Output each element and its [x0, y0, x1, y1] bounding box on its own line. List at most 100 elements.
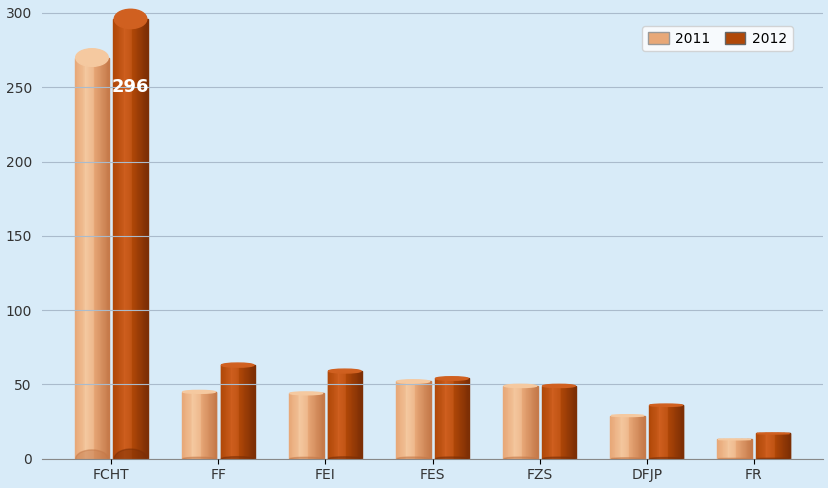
Bar — [763, 433, 764, 459]
Bar — [79, 58, 80, 459]
Bar — [729, 439, 730, 459]
Bar — [460, 379, 462, 459]
Bar — [640, 416, 642, 459]
Bar — [526, 386, 527, 459]
Bar — [105, 58, 107, 459]
Ellipse shape — [542, 457, 575, 460]
Bar — [443, 379, 444, 459]
Bar — [783, 433, 784, 459]
Bar — [225, 365, 226, 459]
Bar — [207, 392, 209, 459]
Bar — [210, 392, 211, 459]
Bar — [83, 58, 84, 459]
Bar — [568, 386, 569, 459]
Bar — [187, 392, 188, 459]
Bar — [299, 393, 300, 459]
Bar — [654, 405, 655, 459]
Bar — [614, 416, 615, 459]
Bar — [505, 386, 506, 459]
Bar — [547, 386, 548, 459]
Ellipse shape — [114, 449, 147, 468]
Bar — [462, 379, 464, 459]
Bar — [309, 393, 310, 459]
Bar — [544, 386, 545, 459]
Bar — [129, 19, 131, 459]
Bar — [420, 382, 421, 459]
Bar — [650, 405, 651, 459]
Bar — [298, 393, 299, 459]
Bar — [307, 393, 309, 459]
Bar — [748, 439, 749, 459]
Bar — [545, 386, 546, 459]
Bar — [741, 439, 743, 459]
Bar — [615, 416, 617, 459]
Bar — [341, 371, 342, 459]
Ellipse shape — [114, 9, 147, 29]
Bar — [116, 19, 117, 459]
Bar — [99, 58, 100, 459]
Bar — [359, 371, 360, 459]
Bar — [253, 365, 255, 459]
Bar — [739, 439, 741, 459]
Bar — [503, 386, 504, 459]
Bar — [780, 433, 781, 459]
Bar — [456, 379, 458, 459]
Bar — [409, 382, 411, 459]
Bar — [755, 433, 756, 459]
Bar — [566, 386, 567, 459]
Bar — [342, 371, 343, 459]
Bar — [660, 405, 661, 459]
Bar — [511, 386, 513, 459]
Bar — [635, 416, 637, 459]
Bar — [677, 405, 678, 459]
Bar — [435, 379, 436, 459]
Bar — [306, 393, 308, 459]
Bar — [572, 386, 573, 459]
Bar — [229, 365, 230, 459]
Bar — [189, 392, 190, 459]
Bar — [313, 393, 314, 459]
Bar — [113, 19, 114, 459]
Bar — [463, 379, 465, 459]
Bar — [720, 439, 721, 459]
Ellipse shape — [610, 415, 643, 417]
Bar — [125, 19, 127, 459]
Bar — [413, 382, 414, 459]
Bar — [305, 393, 306, 459]
Bar — [251, 365, 252, 459]
Bar — [452, 379, 453, 459]
Bar — [235, 365, 236, 459]
Bar — [623, 416, 624, 459]
Bar — [542, 386, 543, 459]
Bar — [239, 365, 240, 459]
Bar — [453, 379, 454, 459]
Bar — [137, 19, 138, 459]
Bar — [406, 382, 407, 459]
Bar — [567, 386, 568, 459]
Bar — [643, 416, 644, 459]
Bar — [190, 392, 191, 459]
Bar — [249, 365, 250, 459]
Bar — [750, 439, 751, 459]
Bar — [781, 433, 782, 459]
Bar — [294, 393, 295, 459]
Bar — [412, 382, 413, 459]
Bar — [745, 439, 746, 459]
Bar — [563, 386, 565, 459]
Bar — [746, 439, 747, 459]
Bar — [629, 416, 630, 459]
Bar — [760, 433, 761, 459]
Bar — [107, 58, 108, 459]
Bar — [421, 382, 422, 459]
Bar — [532, 386, 533, 459]
Bar — [722, 439, 723, 459]
Bar — [768, 433, 769, 459]
Bar — [123, 19, 124, 459]
Ellipse shape — [435, 377, 468, 380]
Bar — [560, 386, 561, 459]
Bar — [775, 433, 776, 459]
Bar — [779, 433, 780, 459]
Bar — [506, 386, 507, 459]
Bar — [665, 405, 667, 459]
Bar — [622, 416, 623, 459]
